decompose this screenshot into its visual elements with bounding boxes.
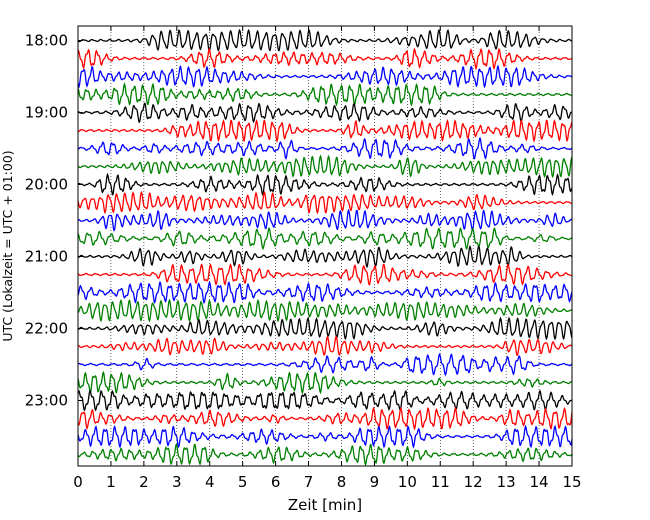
x-tick-label: 1 (106, 473, 116, 491)
x-tick-label: 15 (562, 473, 581, 491)
y-tick-label: 21:00 (25, 248, 68, 266)
x-tick-label: 7 (304, 473, 314, 491)
seismic-trace (77, 424, 573, 449)
x-tick-label: 13 (497, 473, 516, 491)
seismic-trace (77, 244, 573, 269)
seismic-trace (77, 190, 573, 215)
plot-frame (77, 25, 573, 467)
y-tick-label: 19:00 (25, 104, 68, 122)
seismic-trace (77, 335, 573, 356)
seismic-trace (77, 47, 573, 71)
seismic-trace (77, 82, 573, 107)
y-axis: 18:00 19:00 20:00 21:00 22:00 23:00 (25, 32, 83, 410)
seismic-trace (77, 370, 573, 395)
seismic-trace (77, 298, 573, 323)
x-tick-label: 5 (238, 473, 248, 491)
x-tick-label: 2 (139, 473, 149, 491)
x-tick-label: 11 (431, 473, 450, 491)
x-axis-title: Zeit [min] (288, 496, 362, 514)
x-tick-label: 14 (530, 473, 549, 491)
seismic-trace (77, 389, 573, 412)
seismic-trace (77, 119, 573, 143)
trace-layer (77, 28, 573, 467)
seismic-trace (77, 208, 573, 232)
seismic-trace (77, 28, 573, 52)
seismic-trace (77, 154, 573, 179)
seismic-trace (77, 64, 573, 89)
x-tick-label: 3 (172, 473, 182, 491)
seismic-trace (77, 316, 573, 341)
x-tick-label: 6 (271, 473, 281, 491)
x-tick-label: 0 (73, 473, 83, 491)
seismic-trace (77, 263, 573, 286)
seismic-trace (77, 172, 573, 197)
seismic-trace (77, 226, 573, 250)
x-tick-label: 10 (398, 473, 417, 491)
seismic-trace (77, 442, 573, 467)
seismic-trace (77, 280, 573, 305)
x-axis: 0 1 2 3 4 5 6 7 8 9 10 11 12 13 14 15 (73, 26, 582, 491)
x-tick-label: 12 (464, 473, 483, 491)
y-tick-label: 23:00 (25, 392, 68, 410)
y-tick-label: 22:00 (25, 320, 68, 338)
seismic-trace (77, 406, 573, 431)
y-axis-title: UTC (Lokalzeit = UTC + 01:00) (0, 150, 15, 341)
seismic-trace (77, 102, 573, 124)
y-tick-label: 18:00 (25, 32, 68, 50)
x-tick-label: 9 (370, 473, 380, 491)
grid-layer (110, 26, 540, 466)
x-tick-label: 4 (205, 473, 215, 491)
seismic-trace (77, 136, 573, 160)
x-tick-label: 8 (337, 473, 347, 491)
seismic-trace (77, 352, 573, 377)
y-tick-label: 20:00 (25, 176, 68, 194)
